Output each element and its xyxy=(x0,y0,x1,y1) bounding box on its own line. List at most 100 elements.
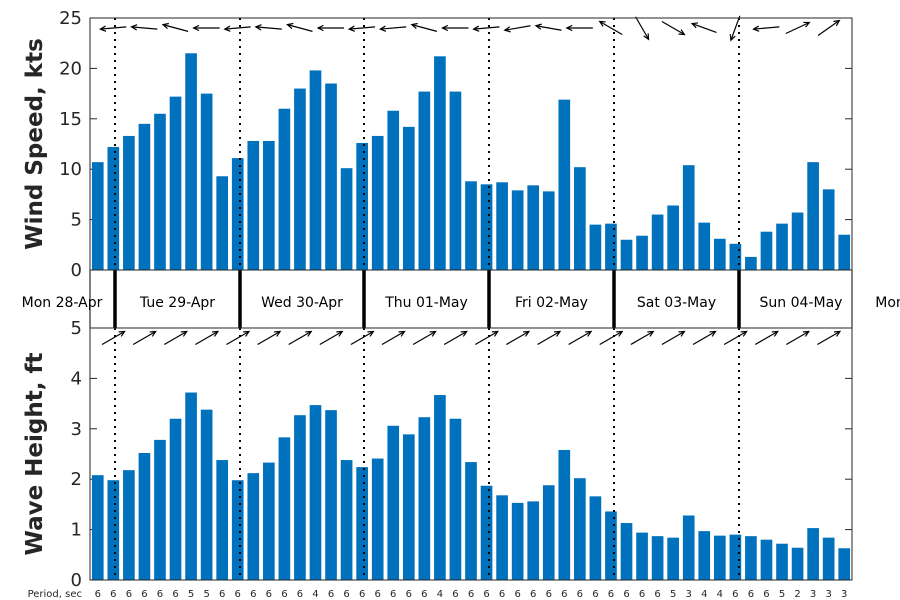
period-value-27: 6 xyxy=(514,589,520,600)
arrow-shaft xyxy=(380,26,407,30)
wave-direction-arrow-39 xyxy=(692,330,717,346)
arrow-head xyxy=(223,25,231,32)
arrow-shaft xyxy=(100,26,127,30)
wind-bar-36 xyxy=(651,214,664,270)
arrow-shaft xyxy=(163,330,188,346)
wave-direction-arrow-7 xyxy=(195,330,220,346)
arrow-head xyxy=(316,24,324,32)
arrow-head xyxy=(678,29,686,36)
wind-ytick-label: 20 xyxy=(59,58,82,79)
wave-direction-arrow-11 xyxy=(257,330,282,346)
arrow-head xyxy=(771,330,779,337)
wave-direction-arrow-29 xyxy=(537,330,562,346)
wave-bar-16 xyxy=(340,460,353,580)
period-value-9: 6 xyxy=(235,589,241,600)
arrow-shaft xyxy=(226,330,250,346)
wind-plot-frame xyxy=(89,17,853,271)
wind-ytick-label: 5 xyxy=(71,210,82,231)
wind-direction-arrow-23 xyxy=(441,24,469,32)
wind-bar-0 xyxy=(91,162,104,270)
period-value-14: 4 xyxy=(312,589,318,600)
wave-bar-18 xyxy=(371,458,384,580)
period-value-35: 6 xyxy=(639,589,645,600)
wave-bar-3 xyxy=(138,452,151,580)
wind-direction-arrow-31 xyxy=(565,24,593,32)
wave-plot-frame xyxy=(89,327,853,581)
wind-bar-18 xyxy=(371,135,384,270)
period-value-45: 2 xyxy=(794,589,800,600)
wave-bar-20 xyxy=(402,434,415,580)
arrow-shaft xyxy=(817,330,841,346)
arrow-head xyxy=(441,24,449,32)
period-label: Period, sec xyxy=(28,589,82,600)
period-value-26: 6 xyxy=(499,589,505,600)
arrow-shaft xyxy=(224,26,251,30)
wind-direction-arrow-7 xyxy=(192,24,220,32)
wave-ytick-label: 3 xyxy=(71,419,82,440)
wave-bar-10 xyxy=(247,473,260,580)
arrow-head xyxy=(491,330,500,337)
period-value-48: 3 xyxy=(841,589,847,600)
wind-bar-37 xyxy=(667,205,679,270)
period-value-43: 6 xyxy=(763,589,769,600)
period-value-13: 6 xyxy=(297,589,303,600)
wind-bar-16 xyxy=(340,168,353,270)
wave-bar-0 xyxy=(91,475,104,580)
period-value-17: 6 xyxy=(359,589,365,600)
wave-bar-24 xyxy=(465,462,477,580)
wave-bar-34 xyxy=(620,523,633,580)
wind-direction-arrow-1 xyxy=(99,25,127,32)
wind-direction-arrow-27 xyxy=(503,25,531,33)
period-value-32: 6 xyxy=(592,589,598,600)
arrow-head xyxy=(647,330,655,337)
arrow-head xyxy=(149,330,157,337)
wind-ytick-label: 10 xyxy=(59,159,82,180)
arrow-shaft xyxy=(473,26,500,30)
wind-direction-arrow-37 xyxy=(661,20,686,36)
wind-bar-3 xyxy=(138,123,151,270)
wave-direction-arrow-33 xyxy=(599,330,624,346)
arrow-shaft xyxy=(412,330,436,346)
arrow-shaft xyxy=(537,330,561,346)
arrow-shaft xyxy=(661,330,685,346)
wave-bar-23 xyxy=(449,418,462,580)
wind-direction-arrow-21 xyxy=(410,22,438,32)
period-value-47: 3 xyxy=(825,589,831,600)
wind-direction-arrow-3 xyxy=(130,24,158,31)
wave-ytick-label: 1 xyxy=(71,520,82,541)
period-value-30: 6 xyxy=(561,589,567,600)
period-value-0: 6 xyxy=(95,589,101,600)
period-value-18: 6 xyxy=(375,589,381,600)
wind-bar-25 xyxy=(480,184,493,270)
arrow-shaft xyxy=(754,330,779,346)
wave-direction-arrow-1 xyxy=(101,330,126,346)
wave-bar-9 xyxy=(231,480,244,580)
arrow-head xyxy=(503,26,511,33)
day-label: Wed 30-Apr xyxy=(261,295,343,311)
arrow-head xyxy=(616,330,624,337)
wave-bar-26 xyxy=(496,495,508,580)
arrow-head xyxy=(534,23,542,30)
wind-bar-44 xyxy=(776,223,788,270)
period-value-31: 6 xyxy=(577,589,583,600)
wave-bar-44 xyxy=(776,543,788,580)
wave-direction-arrow-45 xyxy=(786,330,811,346)
wave-bar-15 xyxy=(325,410,337,580)
wind-bar-35 xyxy=(636,235,648,270)
wave-bar-48 xyxy=(838,548,851,580)
wave-bar-47 xyxy=(822,537,835,580)
wave-bar-37 xyxy=(667,537,679,580)
arrow-shaft xyxy=(692,330,716,346)
period-value-11: 6 xyxy=(266,589,272,600)
wind-direction-arrow-5 xyxy=(161,22,189,32)
wind-direction-arrow-9 xyxy=(223,25,251,32)
wave-bar-19 xyxy=(387,425,400,580)
wind-direction-arrow-25 xyxy=(472,25,500,32)
wave-bar-25 xyxy=(480,485,493,580)
arrow-shaft xyxy=(753,26,780,30)
wave-bar-6 xyxy=(185,392,197,580)
arrow-head xyxy=(690,22,699,29)
day-label: Thu 01-May xyxy=(384,295,468,311)
wind-bar-38 xyxy=(682,165,695,270)
period-value-25: 6 xyxy=(483,589,489,600)
